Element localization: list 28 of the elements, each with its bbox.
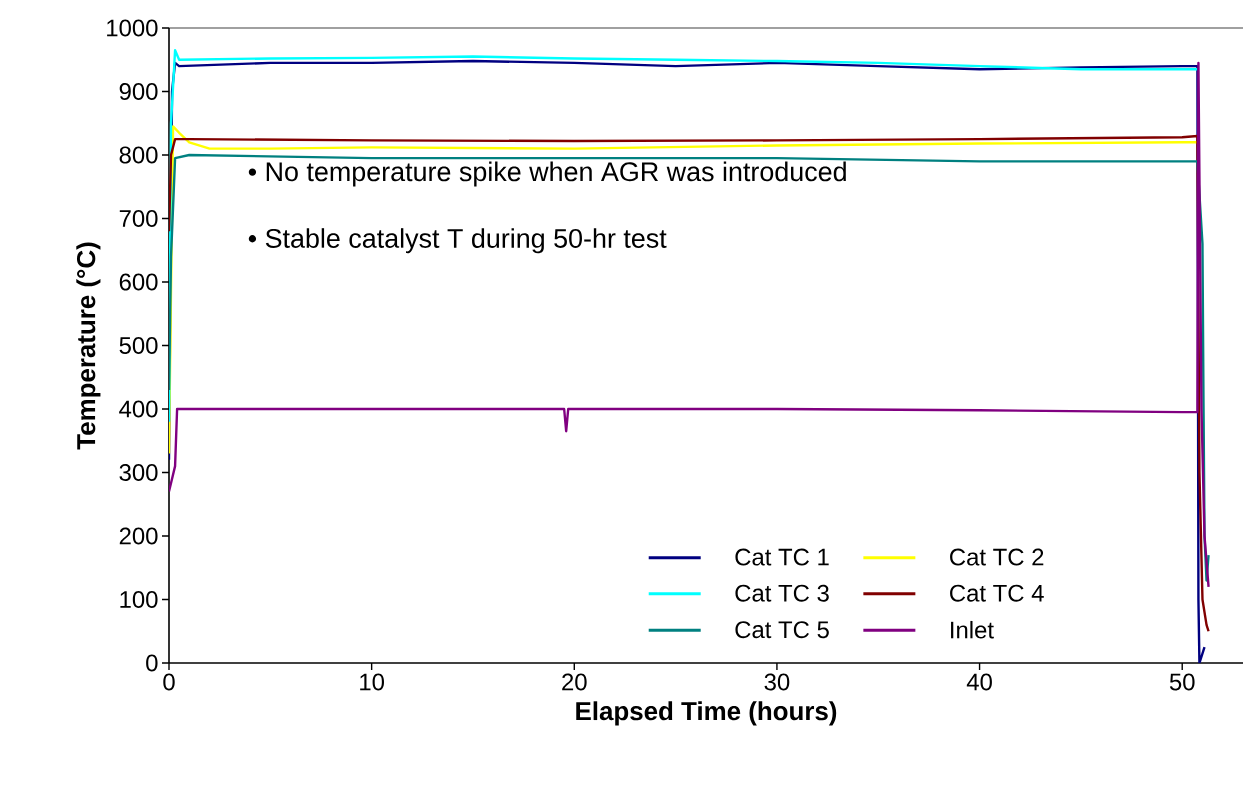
legend-label: Cat TC 5 (735, 621, 829, 639)
x-tick-label: 30 (764, 673, 790, 691)
line-series (169, 125, 1199, 455)
x-tick-label: 0 (163, 673, 175, 691)
legend-label: Inlet (951, 620, 994, 639)
x-tick-label: 50 (1169, 673, 1195, 691)
y-tick-label: 100 (120, 591, 158, 608)
x-tick-label: 20 (562, 673, 587, 691)
y-tick-label: 700 (119, 210, 158, 227)
y-tick-label: 900 (119, 83, 158, 100)
annotation: • No temperature spike when AGR was introduced (248, 161, 846, 187)
x-tick-label: 40 (966, 673, 992, 691)
y-tick-label: 400 (119, 400, 158, 418)
y-tick-label: 0 (146, 654, 158, 672)
y-tick-label: 800 (119, 146, 158, 164)
y-tick-label: 600 (119, 273, 158, 291)
y-tick-label: 500 (119, 337, 158, 354)
x-axis-title: Elapsed Time (hours) (576, 701, 837, 726)
y-tick-label: 200 (119, 527, 158, 545)
x-tick-label: 10 (360, 673, 384, 691)
legend-label: Cat TC 1 (735, 548, 829, 566)
legend-label: Cat TC 3 (735, 584, 829, 602)
y-tick-label: 1000 (107, 19, 158, 37)
legend-label: Cat TC 2 (950, 548, 1044, 566)
y-axis-title: Temperature (°C) (76, 242, 101, 450)
legend-label: Cat TC 4 (950, 584, 1044, 602)
y-tick-label: 300 (119, 464, 158, 481)
annotation: • Stable catalyst T during 50-hr test (248, 228, 667, 254)
